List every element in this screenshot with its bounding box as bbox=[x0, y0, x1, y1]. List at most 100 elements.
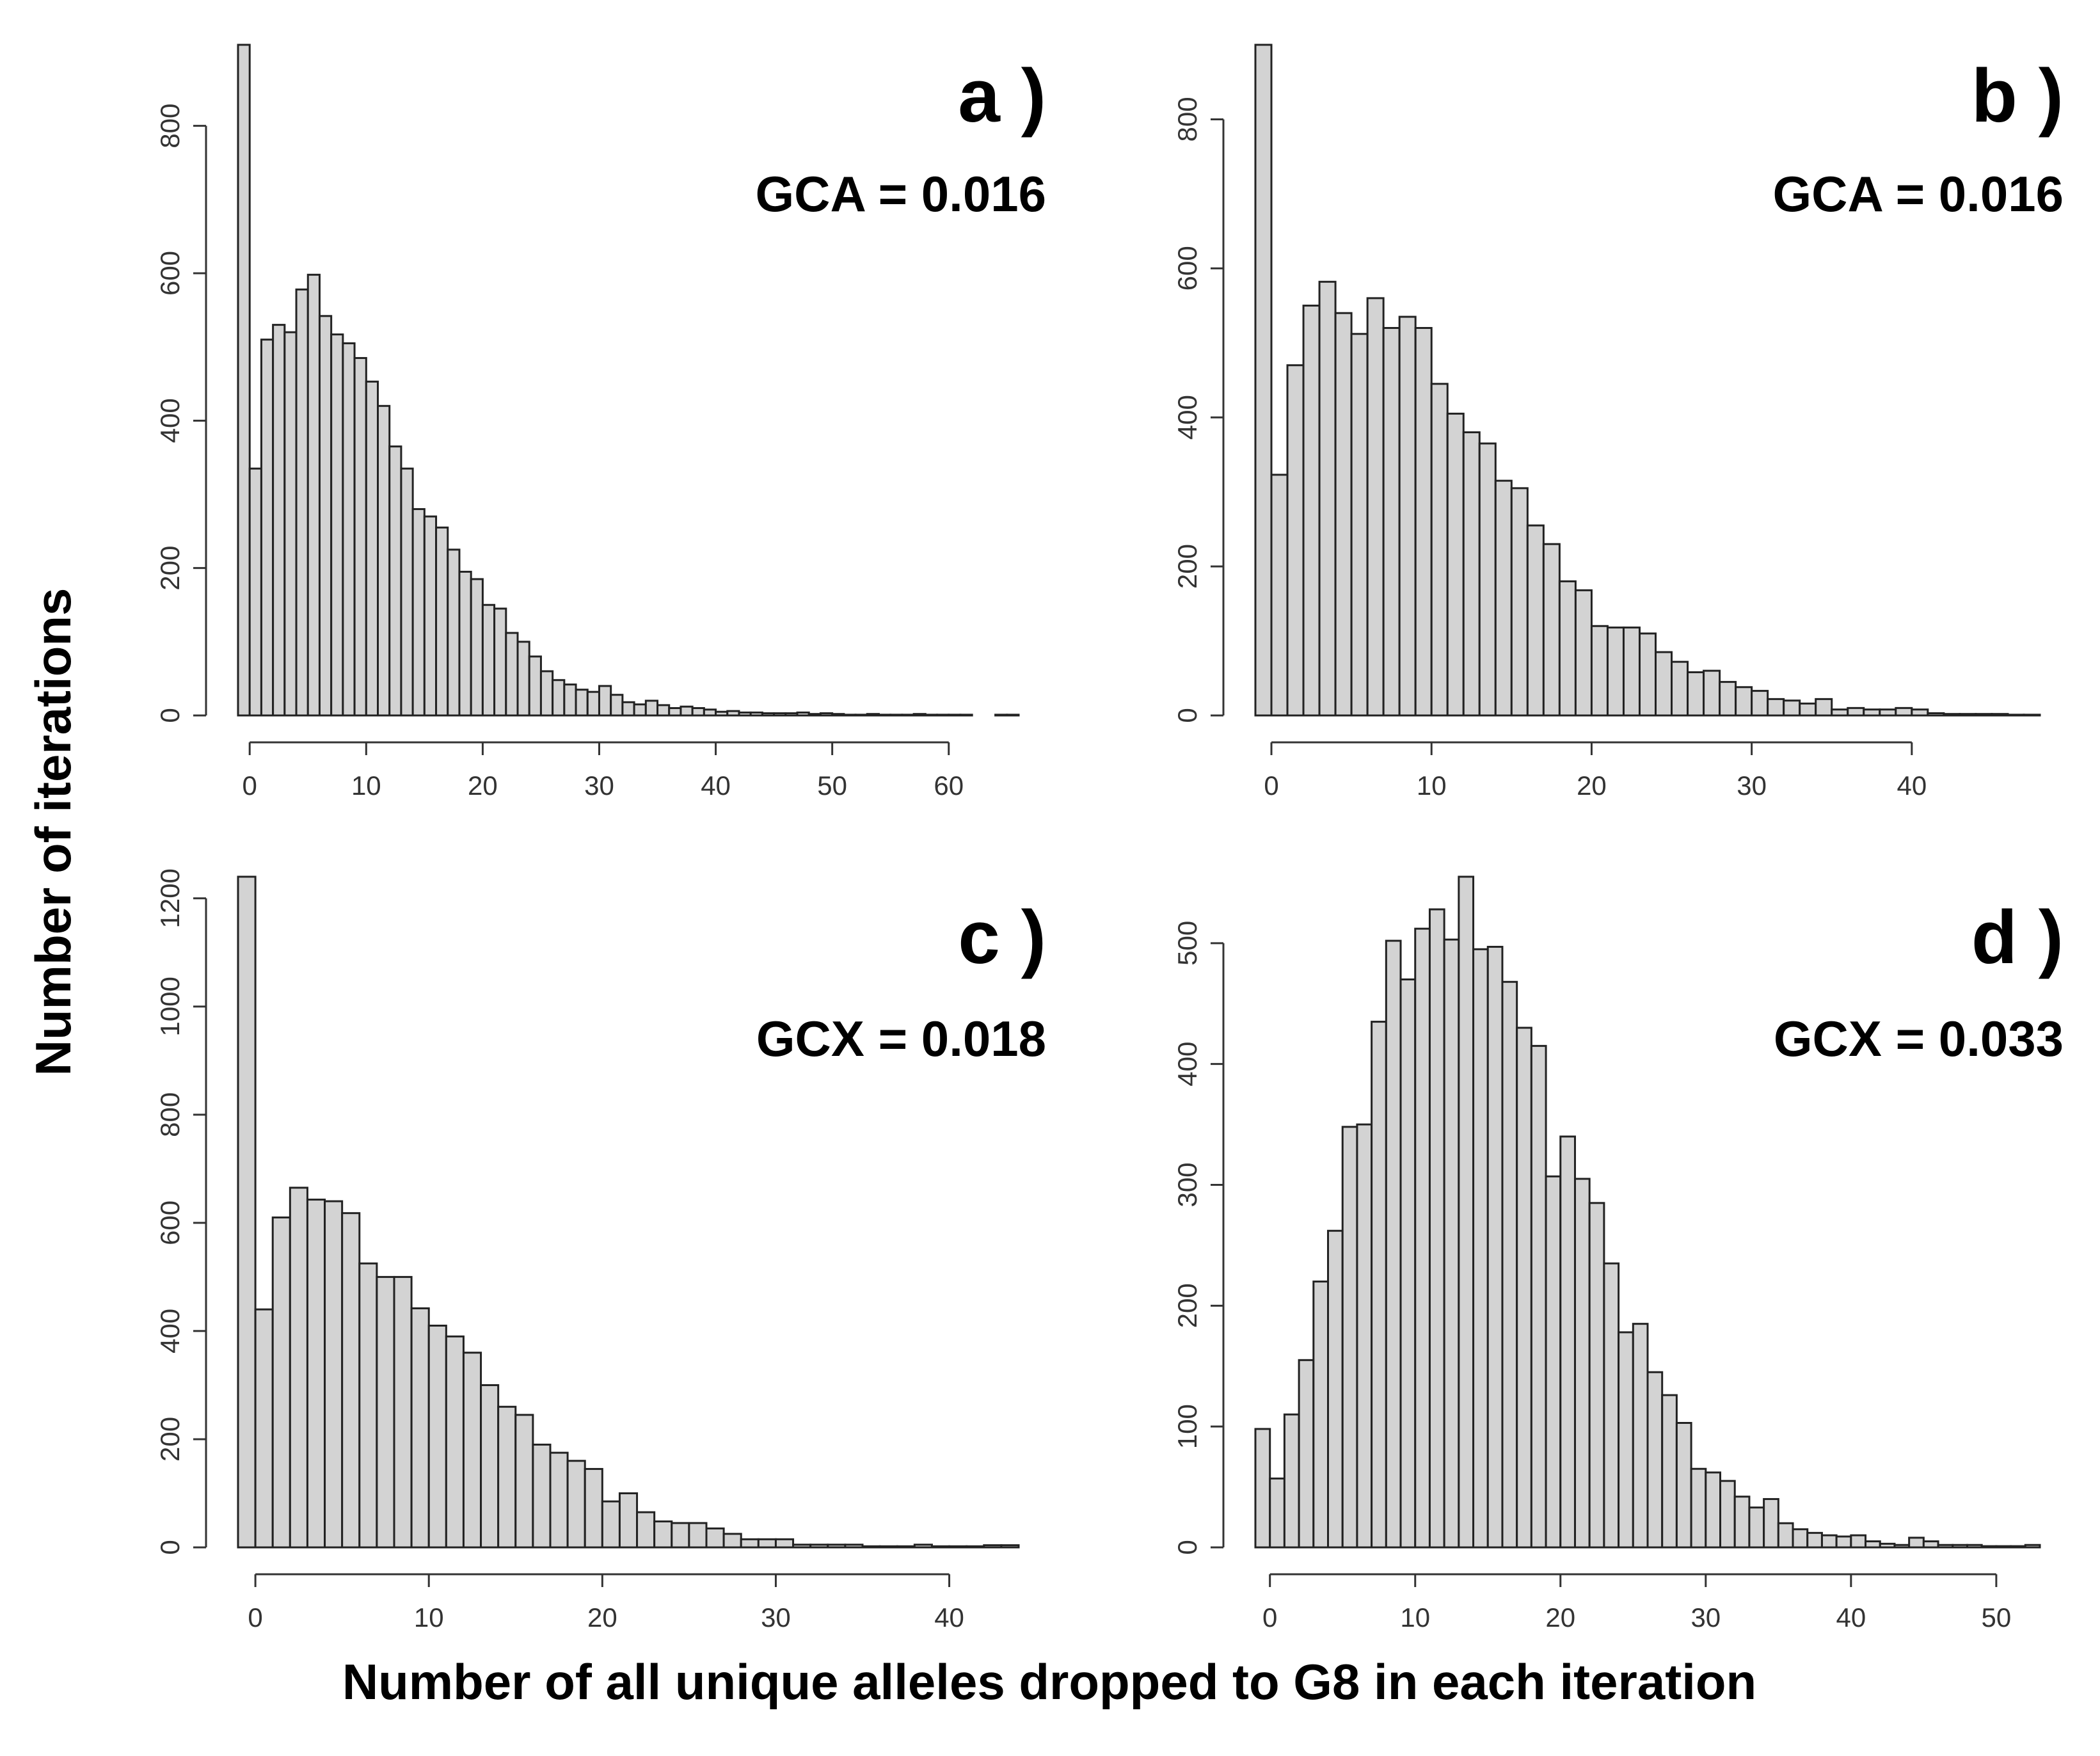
histogram-bar bbox=[1820, 1534, 1838, 1549]
histogram-bar bbox=[376, 1275, 395, 1549]
histogram-bar bbox=[400, 467, 414, 717]
panel-label: d ) bbox=[1971, 895, 2064, 980]
y-tick-label: 0 bbox=[1172, 708, 1202, 722]
histogram-bar bbox=[1371, 1021, 1387, 1549]
histogram-bar bbox=[1545, 1175, 1562, 1549]
histogram-bar bbox=[668, 706, 682, 717]
histogram-bar bbox=[1414, 927, 1431, 1549]
y-tick-label: 800 bbox=[155, 104, 185, 148]
histogram-bar bbox=[819, 712, 834, 717]
histogram-bar bbox=[358, 1262, 378, 1549]
y-tick-label: 100 bbox=[1172, 1404, 1202, 1449]
y-tick-label: 400 bbox=[1172, 395, 1202, 440]
histogram-bar bbox=[1815, 698, 1833, 717]
histogram-bar bbox=[1443, 938, 1460, 1549]
histogram-bar bbox=[1655, 651, 1673, 717]
panel-b: 0 200 400 600 800 0 10 20 30 40 b ) GCA = 0.016 bbox=[1172, 44, 2064, 801]
histogram-bar bbox=[740, 1538, 760, 1549]
histogram-bar bbox=[462, 1352, 482, 1549]
histogram-bar bbox=[516, 641, 530, 717]
histogram-bar bbox=[1000, 1544, 1020, 1549]
y-tick-label: 300 bbox=[1172, 1162, 1202, 1207]
histogram-bar bbox=[539, 670, 554, 717]
histogram-bar bbox=[761, 712, 776, 717]
panel-statistic: GCA = 0.016 bbox=[1772, 166, 2064, 222]
x-tick-label: 10 bbox=[1400, 1602, 1430, 1632]
histogram-bar bbox=[1632, 1323, 1649, 1549]
panel-statistic: GCX = 0.033 bbox=[1774, 1010, 2064, 1067]
histogram-bar bbox=[2010, 1545, 2026, 1549]
histogram-bar bbox=[671, 1522, 690, 1549]
histogram-bar bbox=[342, 342, 356, 717]
histogram-bar bbox=[427, 1324, 447, 1549]
x-tick-label: 40 bbox=[1897, 770, 1927, 801]
histogram-bar bbox=[505, 632, 519, 717]
histogram-bar bbox=[2024, 1544, 2041, 1549]
histogram-bar bbox=[318, 315, 333, 717]
panel-label: c ) bbox=[958, 895, 1046, 980]
histogram-bar bbox=[1646, 1371, 1664, 1549]
histogram-bar bbox=[1603, 1262, 1620, 1549]
histogram-bar bbox=[1530, 1044, 1547, 1549]
histogram-bar bbox=[1705, 1471, 1722, 1549]
histogram-bar bbox=[1458, 875, 1475, 1549]
y-tick-label: 600 bbox=[155, 251, 185, 296]
histogram-bar bbox=[514, 1414, 534, 1549]
histogram-bar bbox=[749, 711, 763, 717]
x-tick-label: 10 bbox=[1417, 770, 1447, 801]
histogram-bar bbox=[1472, 948, 1489, 1549]
x-tick-label: 0 bbox=[248, 1602, 262, 1632]
y-tick-label: 400 bbox=[155, 398, 185, 443]
y-tick-label: 400 bbox=[1172, 1042, 1202, 1087]
x-tick-label: 10 bbox=[414, 1602, 444, 1632]
histogram-bar bbox=[1588, 1202, 1605, 1549]
histogram-bar bbox=[792, 1544, 812, 1549]
histogram-bar bbox=[636, 1511, 656, 1549]
histogram-bar bbox=[844, 1544, 864, 1549]
histogram-bar bbox=[1703, 669, 1721, 717]
histogram-bar bbox=[722, 1533, 742, 1549]
histogram-bar bbox=[566, 1460, 586, 1549]
histogram-bar bbox=[1399, 978, 1417, 1549]
histogram-bar bbox=[1414, 326, 1433, 717]
histogram-bar bbox=[272, 324, 286, 717]
histogram-bar bbox=[552, 679, 566, 717]
y-tick-label: 1200 bbox=[155, 868, 185, 928]
histogram-bar bbox=[1922, 1540, 1939, 1549]
histogram-bar bbox=[1831, 708, 1849, 717]
histogram-bar bbox=[896, 1545, 916, 1549]
y-tick-label: 500 bbox=[1172, 921, 1202, 966]
histogram-bar bbox=[618, 1492, 639, 1549]
histogram-bar bbox=[1959, 713, 1977, 717]
histogram-bar bbox=[1486, 946, 1504, 1549]
histogram-bar bbox=[913, 1544, 933, 1549]
histogram-bar bbox=[306, 273, 321, 717]
histogram-bar bbox=[1622, 627, 1641, 717]
histogram-bar bbox=[633, 703, 647, 717]
y-tick-label: 600 bbox=[1172, 246, 1202, 291]
y-tick-label: 0 bbox=[155, 1540, 185, 1554]
histogram-bar bbox=[1478, 442, 1497, 717]
histogram-bar bbox=[1767, 698, 1785, 717]
histogram-bar bbox=[445, 1335, 465, 1549]
y-axis-title: Number of iterations bbox=[25, 588, 81, 1076]
histogram-bar bbox=[1327, 1229, 1344, 1549]
histogram-bar bbox=[353, 356, 367, 717]
x-tick-label: 40 bbox=[701, 770, 731, 801]
histogram-bar bbox=[715, 710, 729, 717]
histogram-bar bbox=[1542, 543, 1561, 717]
x-tick-label: 20 bbox=[587, 1602, 617, 1632]
y-tick-label: 200 bbox=[155, 546, 185, 591]
histogram-bar bbox=[1937, 1544, 1954, 1549]
histogram-bar bbox=[861, 1545, 881, 1549]
histogram-bar bbox=[1879, 1542, 1896, 1549]
histogram-bar bbox=[644, 699, 659, 717]
histogram-bar bbox=[1911, 708, 1929, 717]
histogram-bar bbox=[365, 380, 379, 717]
panel-label: b ) bbox=[1971, 54, 2064, 138]
x-tick-label: 30 bbox=[1737, 770, 1767, 801]
histogram-bar bbox=[1302, 305, 1321, 717]
x-tick-label: 30 bbox=[1690, 1602, 1721, 1632]
histogram-bar bbox=[1385, 939, 1402, 1549]
